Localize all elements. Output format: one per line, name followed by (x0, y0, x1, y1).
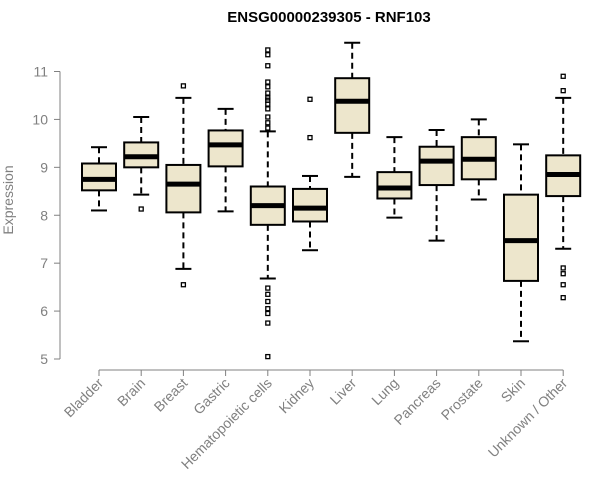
outlier-point (560, 73, 566, 79)
outlier-point (265, 106, 271, 112)
x-tick-label: Liver (327, 375, 360, 408)
outlier-point (560, 295, 566, 301)
outlier-point (560, 282, 566, 288)
outlier-point (265, 63, 271, 69)
outlier-point (265, 320, 271, 326)
box-group (249, 47, 286, 360)
x-tick-label: Lung (368, 375, 401, 408)
x-tick-label: Pancreas (391, 375, 444, 428)
outlier-point (265, 285, 271, 291)
box-group (123, 116, 160, 212)
box-group (165, 83, 202, 288)
box (334, 77, 371, 134)
outlier-point (265, 306, 271, 312)
outlier-point (265, 310, 271, 317)
outlier-point (265, 52, 271, 58)
box (376, 171, 413, 200)
box (165, 163, 202, 214)
outlier-point (180, 282, 187, 288)
x-tick-label: Brain (114, 375, 148, 409)
box-group (334, 41, 371, 178)
outlier-point (560, 271, 566, 277)
y-tick-label: 9 (40, 159, 48, 175)
box-group (460, 118, 497, 201)
y-axis: 5 6 7 8 9 10 11 (32, 64, 61, 367)
box (292, 187, 328, 223)
outlier-point (265, 353, 271, 360)
outlier-point (265, 84, 271, 90)
outlier-point (560, 265, 566, 271)
y-axis-title: Expression (0, 165, 16, 234)
y-tick-label: 5 (40, 351, 48, 367)
boxes (81, 41, 582, 360)
outlier-point (265, 114, 271, 120)
outlier-point (265, 79, 271, 85)
chart-title: ENSG00000239305 - RNF103 (227, 9, 430, 26)
outlier-point (265, 120, 271, 126)
y-tick-label: 10 (32, 111, 48, 127)
y-tick-label: 11 (33, 64, 48, 80)
x-tick-label: Skin (498, 375, 529, 406)
outlier-point (265, 298, 271, 305)
outlier-point (560, 88, 566, 94)
box-group (81, 146, 117, 212)
outlier-point (307, 96, 313, 102)
y-tick-label: 7 (40, 255, 48, 271)
y-tick-label: 8 (40, 207, 48, 223)
box (503, 193, 539, 282)
box-group (207, 107, 244, 213)
x-tick-label: Breast (151, 375, 191, 415)
outlier-point (180, 83, 187, 89)
outlier-point (265, 101, 271, 107)
box-group (545, 73, 582, 301)
outlier-point (265, 90, 271, 96)
x-tick-label: Bladder (61, 375, 107, 421)
box (207, 129, 244, 168)
outlier-point (265, 47, 271, 53)
outlier-point (138, 206, 144, 212)
box-group (376, 136, 413, 219)
x-tick-label: Kidney (276, 375, 318, 417)
outlier-point (265, 125, 271, 131)
x-tick-label: Prostate (438, 375, 486, 423)
box-group (418, 128, 455, 242)
box-group (503, 143, 539, 343)
y-tick-label: 6 (40, 303, 48, 319)
box (418, 145, 455, 187)
x-tick-label: Unknown / Other (485, 375, 571, 461)
outlier-point (307, 134, 313, 141)
outlier-point (265, 291, 271, 297)
box-group (292, 96, 328, 252)
